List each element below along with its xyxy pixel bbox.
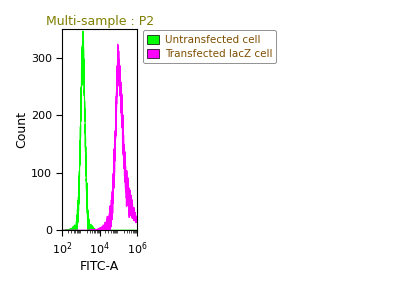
X-axis label: FITC-A: FITC-A [80, 260, 119, 273]
Legend: Untransfected cell, Transfected lacZ cell: Untransfected cell, Transfected lacZ cel… [143, 30, 276, 63]
Title: Multi-sample : P2: Multi-sample : P2 [46, 15, 154, 28]
Y-axis label: Count: Count [15, 111, 28, 148]
